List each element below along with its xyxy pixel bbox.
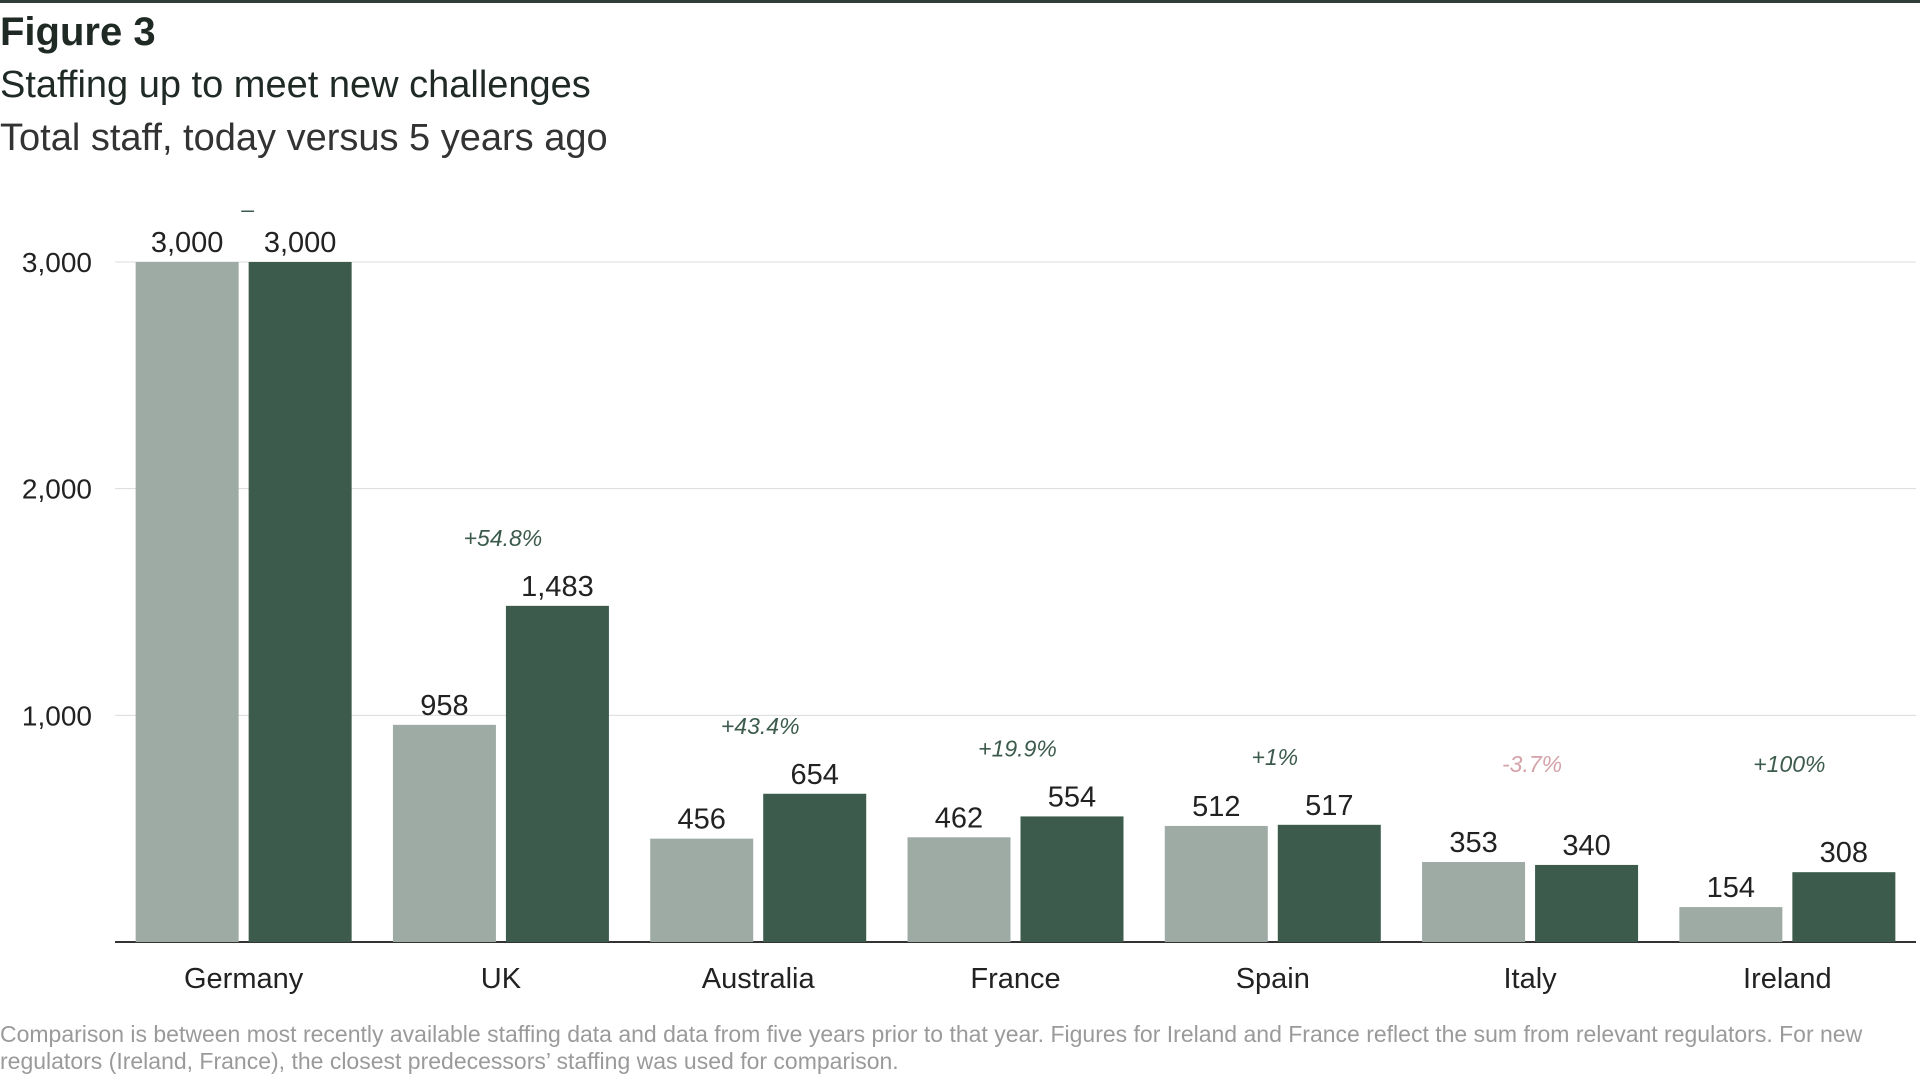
value-label: 1,483: [521, 571, 594, 603]
change-label: +100%: [1753, 751, 1825, 777]
value-label: 462: [935, 802, 983, 834]
value-label: 308: [1820, 837, 1868, 869]
value-label: 958: [420, 690, 468, 722]
bar-five-years-ago-germany: [135, 262, 239, 942]
change-label: +54.8%: [464, 525, 543, 551]
bar-today-uk: [505, 605, 609, 942]
bar-today-germany: [248, 262, 352, 942]
value-label: 154: [1707, 872, 1755, 904]
category-label: Germany: [184, 963, 304, 995]
gridlines: [115, 261, 1916, 943]
figure-label: Figure 3: [0, 10, 156, 54]
category-label: Ireland: [1743, 963, 1832, 995]
value-label: 517: [1305, 790, 1353, 822]
change-label: +43.4%: [721, 713, 800, 739]
bar-today-ireland: [1792, 872, 1896, 942]
category-label: Italy: [1503, 963, 1557, 995]
value-label: 512: [1192, 791, 1240, 823]
top-rule: [0, 0, 1920, 3]
value-label: 3,000: [151, 227, 224, 259]
change-label: +19.9%: [978, 735, 1057, 761]
bar-today-france: [1020, 816, 1124, 942]
value-label: 456: [678, 804, 726, 836]
bar-five-years-ago-uk: [392, 724, 496, 942]
value-label: 340: [1562, 830, 1610, 862]
chart-title: Staffing up to meet new challenges: [0, 64, 591, 106]
y-tick-label: 2,000: [22, 474, 92, 505]
bar-chart: 1,000 2,000 3,000 3,000 3,000 Germany – 958 1,48…: [22, 196, 1916, 995]
category-label: Spain: [1236, 963, 1310, 995]
value-label: 654: [791, 759, 839, 791]
bar-five-years-ago-france: [907, 837, 1011, 942]
change-label: -3.7%: [1502, 751, 1562, 777]
change-label: +1%: [1251, 744, 1298, 770]
bar-today-italy: [1535, 864, 1639, 942]
y-tick-label: 1,000: [22, 700, 92, 731]
bar-five-years-ago-ireland: [1679, 907, 1783, 942]
y-tick-label: 3,000: [22, 247, 92, 278]
bar-five-years-ago-spain: [1164, 825, 1268, 942]
bar-five-years-ago-australia: [650, 838, 754, 942]
value-label: 353: [1449, 827, 1497, 859]
bar-today-spain: [1277, 824, 1381, 942]
bar-five-years-ago-italy: [1422, 861, 1526, 942]
bar-today-australia: [763, 793, 867, 942]
category-label: UK: [481, 963, 522, 995]
labels: 1,000 2,000 3,000 3,000 3,000 Germany – 958 1,48…: [22, 196, 1868, 995]
chart-subtitle: Total staff, today versus 5 years ago: [0, 117, 608, 159]
footnote: Comparison is between most recently avai…: [0, 1021, 1863, 1074]
bars: [135, 262, 1896, 942]
value-label: 3,000: [264, 227, 337, 259]
change-label: –: [240, 196, 254, 222]
value-label: 554: [1048, 781, 1096, 813]
category-label: France: [970, 963, 1060, 995]
category-label: Australia: [702, 963, 816, 995]
